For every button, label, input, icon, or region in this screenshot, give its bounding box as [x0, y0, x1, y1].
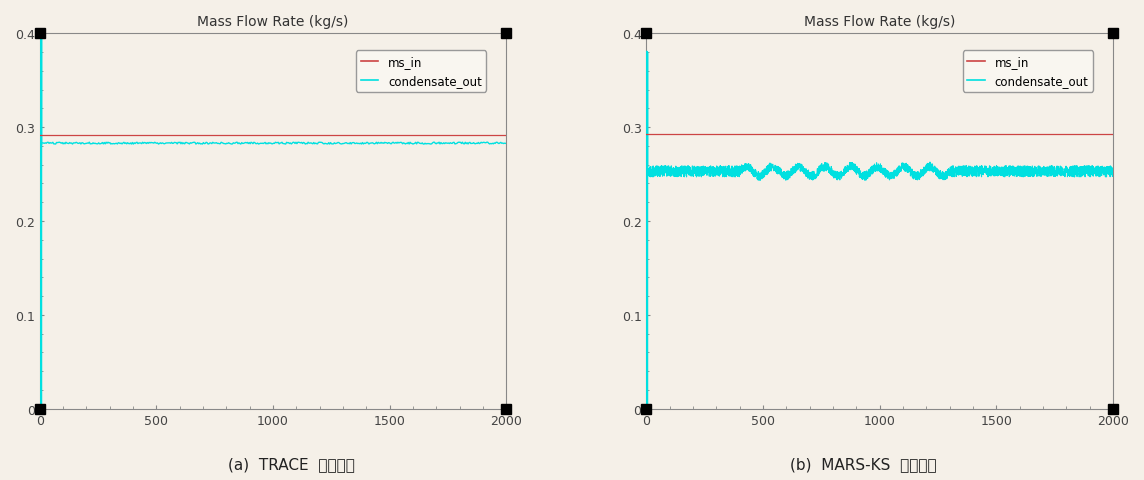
Title: Mass Flow Rate (kg/s): Mass Flow Rate (kg/s): [804, 15, 955, 29]
Title: Mass Flow Rate (kg/s): Mass Flow Rate (kg/s): [198, 15, 349, 29]
Legend: ms_in, condensate_out: ms_in, condensate_out: [963, 51, 1094, 93]
Text: (a)  TRACE  계산결과: (a) TRACE 계산결과: [229, 456, 355, 471]
Text: (b)  MARS-KS  계산결과: (b) MARS-KS 계산결과: [791, 456, 937, 471]
Legend: ms_in, condensate_out: ms_in, condensate_out: [356, 51, 486, 93]
